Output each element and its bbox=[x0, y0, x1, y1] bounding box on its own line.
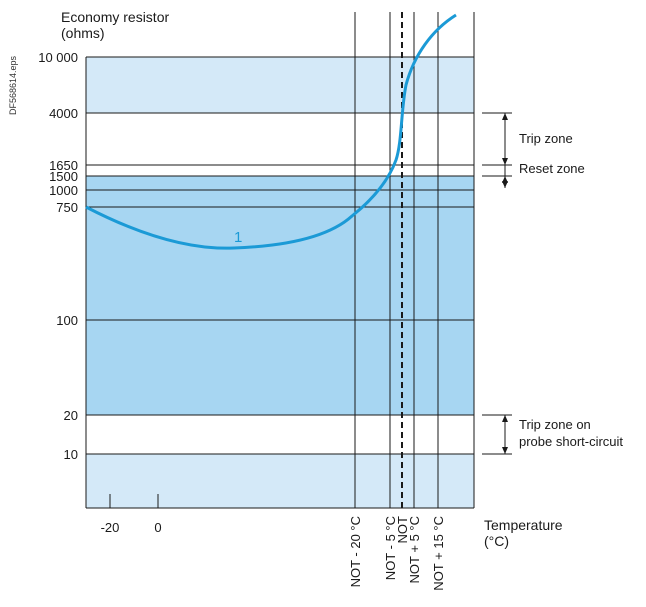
resistance-curve bbox=[85, 13, 457, 250]
band-bottom bbox=[86, 454, 474, 508]
y-tick-label-7: 20 bbox=[64, 408, 78, 423]
trip-zone-arrow-top bbox=[502, 113, 508, 120]
marker-label-2: NOT bbox=[395, 516, 410, 544]
band-middle bbox=[86, 176, 474, 415]
y-tick-label-2: 1650 bbox=[49, 158, 78, 173]
y-tick-label-6: 100 bbox=[56, 313, 78, 328]
zone-label-short-circuit-2: probe short-circuit bbox=[519, 434, 623, 449]
trip-zone-arrow-bottom bbox=[502, 158, 508, 165]
y-axis-label-line2: (ohms) bbox=[61, 25, 105, 41]
x-tick-labels: -20 0 bbox=[101, 494, 162, 535]
zone-label-reset: Reset zone bbox=[519, 161, 585, 176]
short-circuit-arrow-bottom bbox=[502, 447, 508, 454]
band-top bbox=[86, 57, 474, 113]
y-tick-label-0: 10 000 bbox=[38, 50, 78, 65]
x-axis-label-line1: Temperature bbox=[484, 517, 563, 533]
marker-label-1: NOT - 5 °C bbox=[383, 516, 398, 580]
y-tick-label-5: 750 bbox=[56, 200, 78, 215]
y-tick-label-4: 1000 bbox=[49, 183, 78, 198]
short-circuit-arrow-top bbox=[502, 415, 508, 422]
document-code: DF568614.eps bbox=[8, 55, 18, 115]
zone-bands bbox=[86, 57, 474, 508]
y-tick-label-8: 10 bbox=[64, 447, 78, 462]
marker-label-4: NOT + 15 °C bbox=[431, 516, 446, 591]
x-tick-label-1: 0 bbox=[154, 520, 161, 535]
gridlines bbox=[85, 12, 475, 509]
y-tick-label-1: 4000 bbox=[49, 106, 78, 121]
zone-brackets: Trip zone Reset zone Trip zone on probe sho… bbox=[482, 112, 623, 455]
zone-label-trip: Trip zone bbox=[519, 131, 573, 146]
x-tick-label-0: -20 bbox=[101, 520, 120, 535]
x-axis-label-line2: (°C) bbox=[484, 533, 509, 549]
marker-label-0: NOT - 20 °C bbox=[348, 516, 363, 587]
y-axis-label-line1: Economy resistor bbox=[61, 9, 169, 25]
curve-label: 1 bbox=[234, 229, 242, 246]
y-tick-label-3: 1500 bbox=[49, 169, 78, 184]
zone-label-short-circuit-1: Trip zone on bbox=[519, 417, 591, 432]
marker-label-3: NOT + 5 °C bbox=[407, 516, 422, 583]
reset-zone-arrow-bottom bbox=[502, 181, 508, 188]
